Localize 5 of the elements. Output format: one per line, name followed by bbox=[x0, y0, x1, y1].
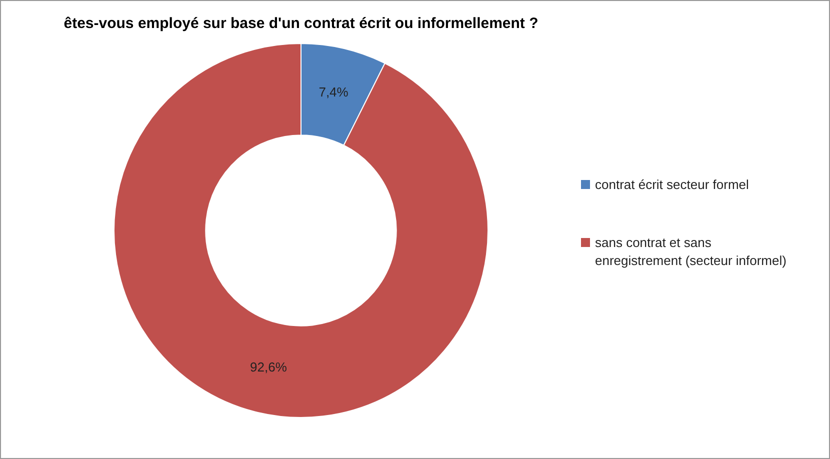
legend-label: sans contrat et sans enregistrement (secteur informel) bbox=[595, 234, 788, 270]
data-label: 7,4% bbox=[318, 84, 349, 100]
legend-label: contrat écrit secteur formel bbox=[595, 176, 749, 194]
chart-title: êtes-vous employé sur base d'un contrat écrit ou informellement ? bbox=[64, 15, 538, 32]
data-label: 92,6% bbox=[250, 359, 288, 374]
